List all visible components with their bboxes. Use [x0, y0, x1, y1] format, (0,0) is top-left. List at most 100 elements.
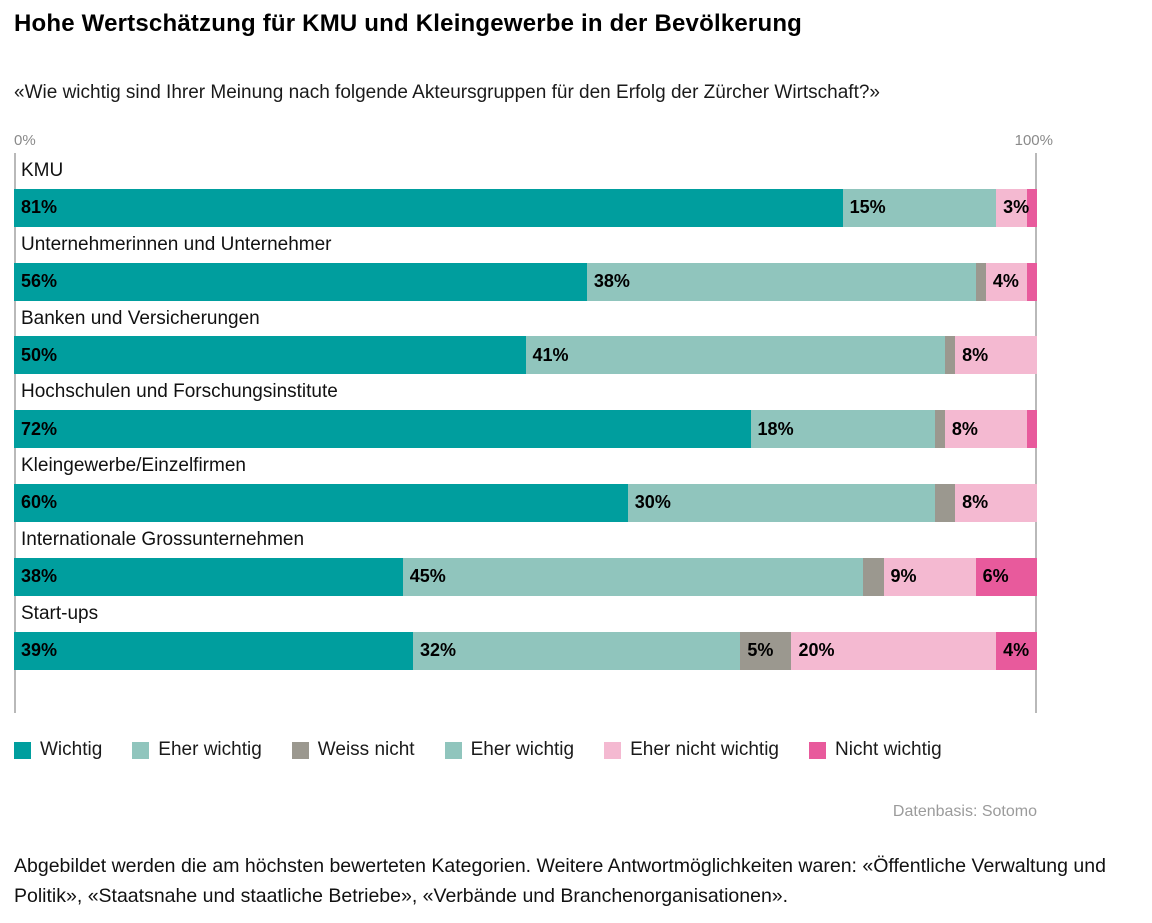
bar-row: Banken und Versicherungen 50% 41% 8%: [14, 303, 1037, 375]
legend-label: Eher nicht wichtig: [630, 739, 779, 760]
bar-row: KMU 81% 15% 3%: [14, 155, 1037, 227]
bar-row: Start-ups 39% 32% 5% 20% 4%: [14, 598, 1037, 670]
segment-value-label: 50%: [21, 344, 58, 365]
stacked-bar: 56% 38% 4%: [14, 262, 1037, 301]
segment-value-label: 8%: [962, 344, 989, 365]
bar-segment-weiss-nicht: [934, 483, 956, 522]
bar-segment-wichtig: 56%: [14, 262, 587, 301]
bar-segment-weiss-nicht: [934, 410, 945, 449]
bar-segment-eher-wichtig: 30%: [627, 483, 935, 522]
legend-swatch: [132, 741, 150, 759]
legend-swatch: [444, 741, 462, 759]
bar-segment-eher-nicht-wichtig: 20%: [791, 631, 997, 670]
bar-segment-eher-nicht-wichtig: 8%: [955, 483, 1037, 522]
segment-value-label: 15%: [849, 197, 886, 218]
legend-label: Eher wichtig: [158, 739, 262, 760]
bar-segment-eher-wichtig: 38%: [586, 262, 976, 301]
stacked-bar: 81% 15% 3%: [14, 188, 1037, 227]
page-title: Hohe Wertschätzung für KMU und Kleingewe…: [14, 10, 803, 37]
stacked-bar: 39% 32% 5% 20% 4%: [14, 631, 1037, 670]
axis-tick-100: 100%: [1014, 132, 1053, 149]
bar-segment-wichtig: 50%: [14, 336, 526, 375]
legend-item: Eher nicht wichtig: [604, 739, 779, 761]
x-axis: 0% 100%: [14, 132, 1053, 149]
legend-swatch: [14, 741, 31, 759]
bar-segment-eher-wichtig: 41%: [525, 336, 945, 375]
footnote: Abgebildet werden die am höchsten bewert…: [14, 855, 1106, 908]
category-label: Kleingewerbe/Einzelfirmen: [21, 455, 246, 477]
bar-segment-wichtig: 38%: [14, 557, 403, 596]
legend-label: Nicht wichtig: [835, 739, 942, 760]
bar-segment-nicht-wichtig: [1026, 188, 1037, 227]
category-label: Banken und Versicherungen: [21, 307, 260, 329]
segment-value-label: 38%: [21, 566, 58, 587]
category-label: Unternehmerinnen und Unternehmer: [21, 233, 332, 255]
bar-segment-nicht-wichtig: [1026, 410, 1037, 449]
bar-segment-wichtig: 39%: [14, 631, 413, 670]
stacked-bar: 50% 41% 8%: [14, 336, 1037, 375]
category-label: KMU: [21, 160, 64, 181]
segment-value-label: 5%: [747, 640, 774, 661]
bar-segment-weiss-nicht: [863, 557, 884, 596]
stacked-bar: 72% 18% 8%: [14, 410, 1037, 449]
segment-value-label: 39%: [21, 640, 58, 661]
bar-segment-nicht-wichtig: 6%: [975, 557, 1037, 596]
segment-value-label: 45%: [409, 566, 446, 587]
bar-segment-eher-nicht-wichtig: 4%: [985, 262, 1027, 301]
legend-label: Weiss nicht: [317, 739, 415, 760]
legend-swatch: [291, 741, 309, 759]
segment-value-label: 32%: [419, 640, 456, 661]
category-label: Internationale Grossunternehmen: [21, 528, 305, 550]
bar-segment-wichtig: 72%: [14, 410, 751, 449]
segment-value-label: 20%: [798, 640, 835, 661]
bar-segment-eher-nicht-wichtig: 8%: [944, 410, 1027, 449]
segment-value-label: 38%: [593, 271, 630, 292]
bar-segment-eher-nicht-wichtig: 8%: [955, 336, 1037, 375]
legend-item: Nicht wichtig: [809, 739, 942, 761]
bar-segment-eher-wichtig: 45%: [402, 557, 864, 596]
legend-label: Eher wichtig: [470, 739, 575, 760]
bar-row: Internationale Grossunternehmen 38% 45% 9% 6…: [14, 524, 1037, 596]
segment-value-label: 8%: [962, 492, 989, 513]
legend-item: Eher wichtig: [132, 739, 262, 761]
segment-value-label: 8%: [951, 418, 978, 439]
bar-segment-nicht-wichtig: [1026, 262, 1037, 301]
bar-segment-eher-nicht-wichtig: 3%: [996, 188, 1030, 227]
bar-segment-wichtig: 60%: [14, 483, 628, 522]
stacked-bar: 38% 45% 9% 6%: [14, 557, 1037, 596]
segment-value-label: 3%: [1003, 197, 1030, 218]
bar-row: Hochschulen und Forschungsinstitute 72% 18…: [14, 376, 1037, 449]
legend-item: Weiss nicht: [291, 739, 415, 761]
bar-segment-eher-nicht-wichtig: 9%: [883, 557, 976, 596]
legend-swatch: [809, 741, 826, 759]
bar-segment-nicht-wichtig: 4%: [996, 631, 1037, 670]
legend-item: Wichtig: [14, 739, 102, 761]
segment-value-label: 81%: [21, 197, 58, 218]
survey-question: «Wie wichtig sind Ihrer Meinung nach fol…: [14, 82, 881, 103]
axis-tick-0: 0%: [14, 132, 36, 149]
bar-segment-eher-wichtig: 18%: [750, 410, 935, 449]
segment-value-label: 60%: [21, 492, 58, 513]
data-source: Datenbasis: Sotomo: [892, 803, 1037, 820]
segment-value-label: 6%: [982, 566, 1009, 587]
plot-area: KMU 81% 15% 3% Unternehmerinnen und Unterneh…: [14, 153, 1037, 713]
segment-value-label: 56%: [21, 271, 58, 292]
segment-value-label: 30%: [634, 492, 671, 513]
segment-value-label: 9%: [890, 566, 917, 587]
segment-value-label: 4%: [1003, 640, 1030, 661]
legend-label: Wichtig: [40, 739, 103, 760]
legend-item: Eher wichtig: [444, 739, 575, 761]
bar-row: Unternehmerinnen und Unternehmer 56% 38% 4%: [14, 229, 1037, 301]
category-label: Start-ups: [21, 602, 99, 624]
bar-segment-eher-wichtig: 32%: [412, 631, 741, 670]
chart: 0% 100% KMU 81% 15% 3% Unternehmerinnen und …: [14, 132, 1053, 821]
category-label: Hochschulen und Forschungsinstitute: [21, 381, 338, 403]
bar-segment-wichtig: 81%: [14, 188, 843, 227]
stacked-bar: 60% 30% 8%: [14, 483, 1037, 522]
legend: Wichtig Eher wichtig Weiss nicht Eher wicht…: [14, 739, 1037, 761]
bar-row: Kleingewerbe/Einzelfirmen 60% 30% 8%: [14, 450, 1037, 522]
bar-segment-eher-wichtig: 15%: [842, 188, 997, 227]
legend-swatch: [604, 741, 622, 759]
segment-value-label: 4%: [992, 271, 1019, 292]
